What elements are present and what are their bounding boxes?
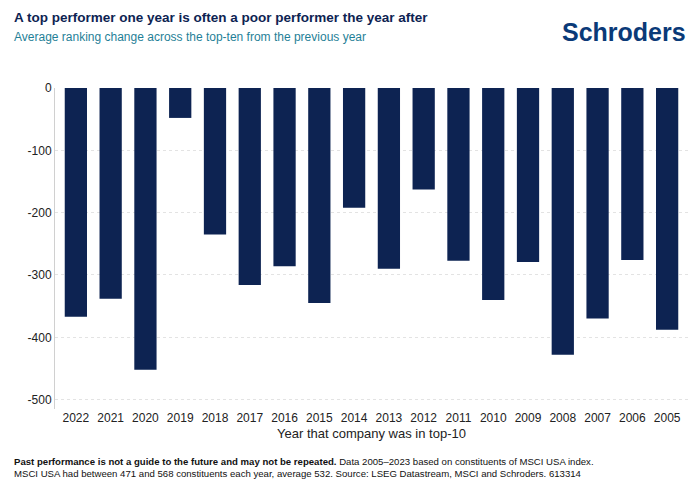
svg-text:A top performer one year is of: A top performer one year is often a poor… [14, 10, 428, 25]
svg-text:2010: 2010 [480, 411, 507, 425]
svg-text:2020: 2020 [132, 411, 159, 425]
svg-text:-300: -300 [28, 268, 52, 282]
svg-text:2005: 2005 [654, 411, 681, 425]
svg-text:2017: 2017 [236, 411, 263, 425]
svg-text:2019: 2019 [167, 411, 194, 425]
svg-text:2016: 2016 [271, 411, 298, 425]
svg-text:-500: -500 [28, 393, 52, 407]
svg-text:2009: 2009 [515, 411, 542, 425]
svg-text:-400: -400 [28, 331, 52, 345]
svg-text:2011: 2011 [446, 411, 472, 425]
svg-text:2014: 2014 [341, 411, 368, 425]
svg-text:2008: 2008 [549, 411, 576, 425]
svg-text:-200: -200 [28, 206, 52, 220]
svg-text:2018: 2018 [202, 411, 229, 425]
svg-text:2012: 2012 [410, 411, 437, 425]
svg-text:Past performance is not a guid: Past performance is not a guide to the f… [14, 456, 594, 479]
svg-text:2007: 2007 [584, 411, 611, 425]
svg-text:Average ranking change across: Average ranking change across the top-te… [14, 30, 366, 44]
svg-text:2013: 2013 [376, 411, 403, 425]
svg-text:Schroders: Schroders [562, 18, 686, 46]
svg-text:2022: 2022 [63, 411, 90, 425]
svg-text:2015: 2015 [306, 411, 333, 425]
svg-text:-100: -100 [28, 144, 52, 158]
svg-text:2006: 2006 [619, 411, 646, 425]
svg-text:0: 0 [45, 81, 52, 95]
svg-text:2021: 2021 [97, 411, 124, 425]
svg-text:Year that company was in top-1: Year that company was in top-10 [277, 426, 466, 441]
